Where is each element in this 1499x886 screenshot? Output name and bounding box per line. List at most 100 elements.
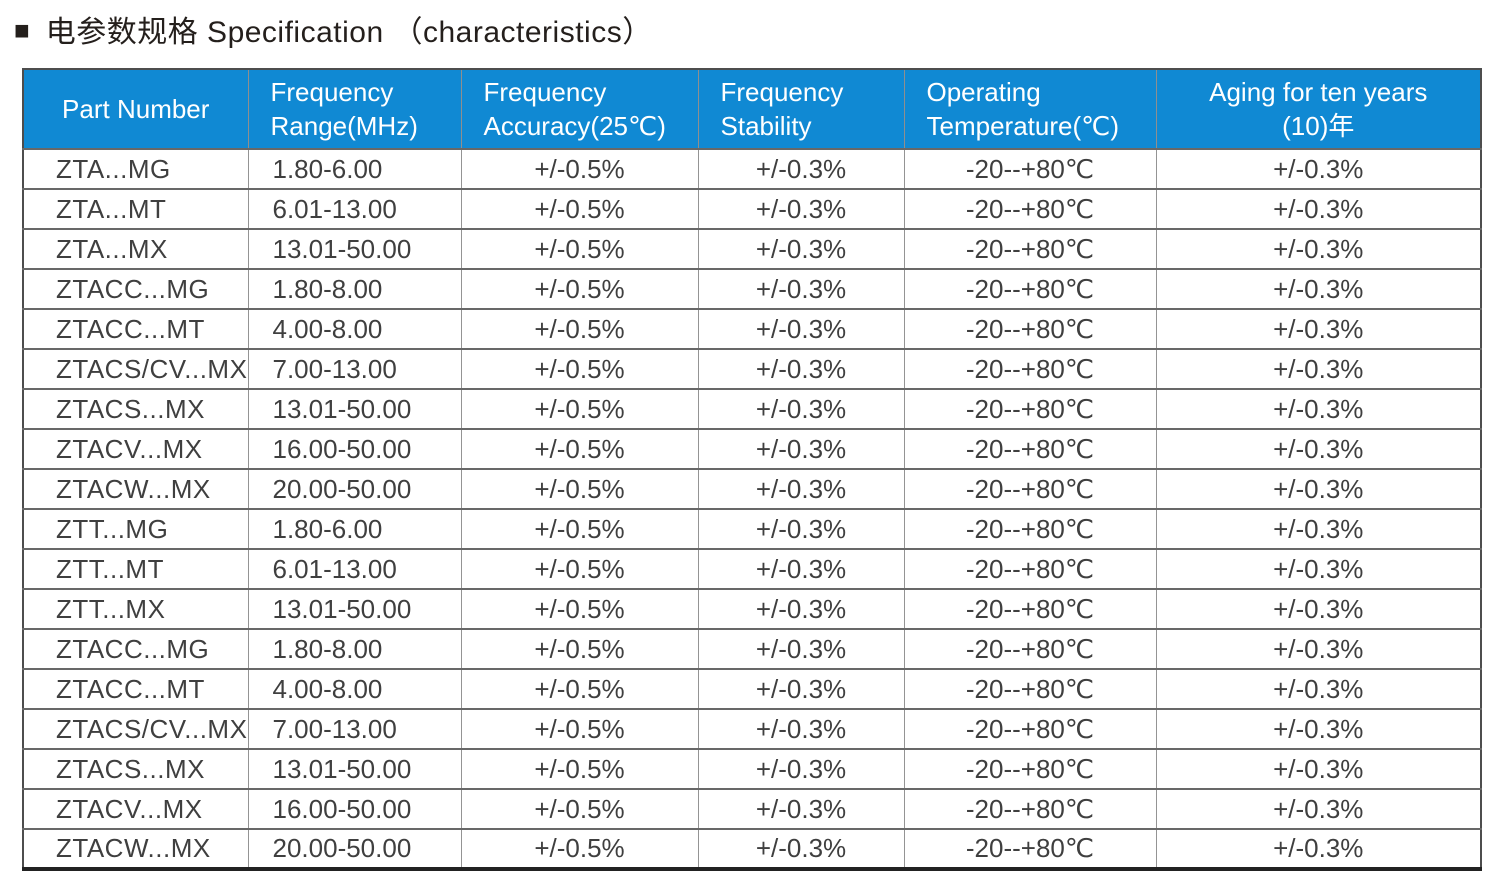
table-cell: 16.00-50.00 [247, 428, 462, 470]
table-cell: +/-0.3% [1155, 188, 1482, 230]
page-title: ■ 电参数规格 Specification （characteristics） [14, 8, 1499, 50]
table-cell: -20--+80℃ [903, 148, 1157, 190]
table-cell: +/-0.5% [460, 828, 699, 870]
table-cell: 16.00-50.00 [247, 788, 462, 830]
table-cell: +/-0.3% [1155, 788, 1482, 830]
table-row: ZTACS/CV...MX 7.00-13.00 +/-0.5% +/-0.3% -20… [22, 348, 1482, 390]
table-cell: -20--+80℃ [903, 468, 1157, 510]
table-row: ZTACS/CV...MX 7.00-13.00 +/-0.5% +/-0.3% -20… [22, 708, 1482, 750]
table-cell: -20--+80℃ [903, 748, 1157, 790]
table-cell: 1.80-6.00 [247, 148, 462, 190]
table-row: ZTACV...MX 16.00-50.00 +/-0.5% +/-0.3% -20--… [22, 428, 1482, 470]
table-cell: +/-0.5% [460, 348, 699, 390]
table-cell: +/-0.3% [1155, 588, 1482, 630]
specification-page: ■ 电参数规格 Specification （characteristics） … [0, 8, 1499, 871]
table-cell: 1.80-6.00 [247, 508, 462, 550]
table-cell: 13.01-50.00 [247, 748, 462, 790]
table-cell: 4.00-8.00 [247, 668, 462, 710]
table-row: ZTT...MT 6.01-13.00 +/-0.5% +/-0.3% -20--+80… [22, 548, 1482, 590]
table-cell: +/-0.5% [460, 588, 699, 630]
table-cell: ZTACW...MX [22, 468, 249, 510]
table-cell: ZTT...MG [22, 508, 249, 550]
table-row: ZTACS...MX 13.01-50.00 +/-0.5% +/-0.3% -20--… [22, 748, 1482, 790]
table-cell: -20--+80℃ [903, 508, 1157, 550]
table-cell: +/-0.3% [697, 548, 905, 590]
table-row: ZTACW...MX 20.00-50.00 +/-0.5% +/-0.3% -20--… [22, 828, 1482, 870]
table-body: ZTA...MG 1.80-6.00 +/-0.5% +/-0.3% -20--+80℃… [22, 148, 1482, 870]
table-cell: +/-0.3% [697, 708, 905, 750]
table-cell: 13.01-50.00 [247, 388, 462, 430]
table-cell: +/-0.5% [460, 548, 699, 590]
table-cell: 13.01-50.00 [247, 228, 462, 270]
table-cell: +/-0.3% [1155, 708, 1482, 750]
table-cell: +/-0.5% [460, 388, 699, 430]
table-cell: +/-0.3% [697, 428, 905, 470]
table-cell: +/-0.3% [697, 508, 905, 550]
table-cell: ZTA...MX [22, 228, 249, 270]
table-cell: -20--+80℃ [903, 788, 1157, 830]
table-cell: +/-0.3% [1155, 628, 1482, 670]
table-cell: -20--+80℃ [903, 428, 1157, 470]
table-cell: ZTA...MG [22, 148, 249, 190]
table-cell: 1.80-8.00 [247, 628, 462, 670]
table-cell: +/-0.5% [460, 628, 699, 670]
square-bullet-icon: ■ [14, 15, 30, 45]
table-cell: +/-0.3% [697, 748, 905, 790]
table-cell: +/-0.5% [460, 148, 699, 190]
table-row: ZTA...MX 13.01-50.00 +/-0.5% +/-0.3% -20--+8… [22, 228, 1482, 270]
table-cell: +/-0.3% [697, 188, 905, 230]
table-cell: ZTACS/CV...MX [22, 348, 249, 390]
table-cell: +/-0.3% [1155, 308, 1482, 350]
table-cell: +/-0.5% [460, 188, 699, 230]
table-cell: +/-0.3% [697, 588, 905, 630]
table-row: ZTA...MG 1.80-6.00 +/-0.5% +/-0.3% -20--+80℃… [22, 148, 1482, 190]
table-cell: +/-0.5% [460, 788, 699, 830]
table-cell: +/-0.3% [697, 668, 905, 710]
table-row: ZTACC...MT 4.00-8.00 +/-0.5% +/-0.3% -20--+8… [22, 308, 1482, 350]
table-cell: ZTACS/CV...MX [22, 708, 249, 750]
table-cell: +/-0.3% [1155, 348, 1482, 390]
table-cell: 1.80-8.00 [247, 268, 462, 310]
table-cell: +/-0.3% [1155, 148, 1482, 190]
table-cell: +/-0.5% [460, 668, 699, 710]
table-header-row: Part Number Frequency Range(MHz) Frequen… [22, 68, 1482, 150]
table-cell: +/-0.3% [1155, 748, 1482, 790]
table-cell: +/-0.3% [1155, 508, 1482, 550]
table-cell: ZTA...MT [22, 188, 249, 230]
table-cell: +/-0.3% [1155, 548, 1482, 590]
table-cell: +/-0.3% [1155, 388, 1482, 430]
table-cell: -20--+80℃ [903, 828, 1157, 870]
table-cell: 20.00-50.00 [247, 468, 462, 510]
table-row: ZTT...MX 13.01-50.00 +/-0.5% +/-0.3% -20--+8… [22, 588, 1482, 630]
table-cell: +/-0.5% [460, 308, 699, 350]
table-cell: -20--+80℃ [903, 188, 1157, 230]
table-cell: ZTT...MX [22, 588, 249, 630]
table-cell: +/-0.5% [460, 708, 699, 750]
header-frequency-range: Frequency Range(MHz) [247, 68, 462, 150]
table-cell: ZTACS...MX [22, 388, 249, 430]
table-cell: -20--+80℃ [903, 668, 1157, 710]
table-cell: +/-0.3% [1155, 468, 1482, 510]
header-operating-temperature: Operating Temperature(℃) [903, 68, 1157, 150]
table-cell: +/-0.5% [460, 228, 699, 270]
specification-table: Part Number Frequency Range(MHz) Frequen… [22, 68, 1482, 871]
table-cell: +/-0.3% [1155, 828, 1482, 870]
table-cell: +/-0.3% [697, 148, 905, 190]
table-cell: +/-0.3% [697, 788, 905, 830]
table-cell: -20--+80℃ [903, 548, 1157, 590]
header-frequency-stability: Frequency Stability [697, 68, 905, 150]
table-row: ZTA...MT 6.01-13.00 +/-0.5% +/-0.3% -20--+80… [22, 188, 1482, 230]
table-row: ZTACS...MX 13.01-50.00 +/-0.5% +/-0.3% -20--… [22, 388, 1482, 430]
page-title-text: 电参数规格 Specification （characteristics） [45, 16, 653, 49]
table-cell: 20.00-50.00 [247, 828, 462, 870]
table-cell: -20--+80℃ [903, 708, 1157, 750]
table-cell: +/-0.3% [697, 348, 905, 390]
table-row: ZTACW...MX 20.00-50.00 +/-0.5% +/-0.3% -20--… [22, 468, 1482, 510]
table-cell: -20--+80℃ [903, 308, 1157, 350]
table-cell: +/-0.3% [697, 228, 905, 270]
table-row: ZTT...MG 1.80-6.00 +/-0.5% +/-0.3% -20--+80℃… [22, 508, 1482, 550]
table-cell: -20--+80℃ [903, 228, 1157, 270]
table-cell: -20--+80℃ [903, 388, 1157, 430]
table-cell: +/-0.5% [460, 428, 699, 470]
header-frequency-accuracy: Frequency Accuracy(25℃) [460, 68, 699, 150]
